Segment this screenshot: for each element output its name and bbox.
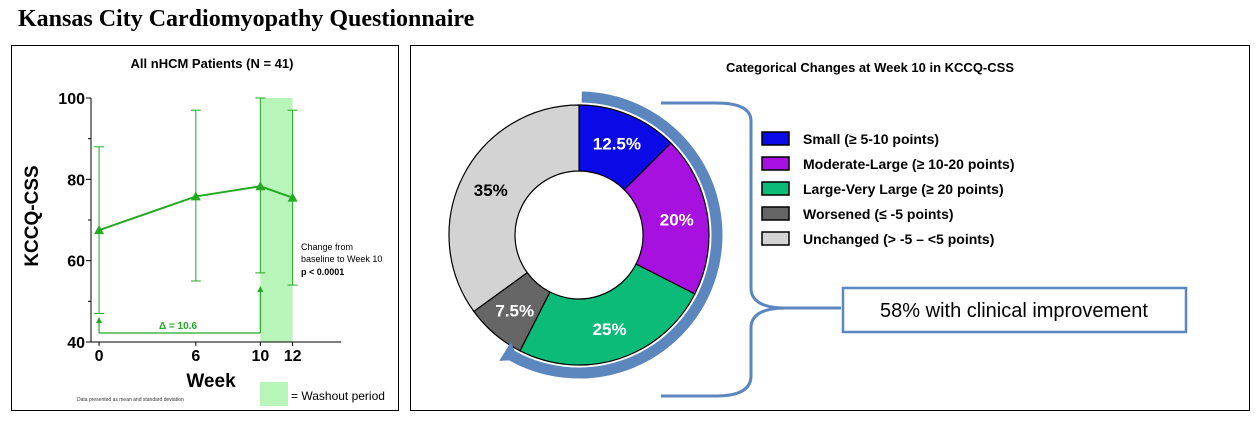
donut-slice-label: 35% (474, 181, 508, 200)
line-chart-title: All nHCM Patients (N = 41) (131, 56, 294, 71)
x-tick-label: 12 (284, 348, 302, 365)
legend-label: Worsened (≤ -5 points) (803, 206, 954, 222)
improvement-arrowhead (499, 342, 519, 361)
legend-swatch (761, 231, 790, 246)
donut-chart: Categorical Changes at Week 10 in KCCQ-C… (448, 60, 1188, 398)
washout-legend-swatch (260, 382, 288, 406)
series-line (98, 185, 293, 232)
legend-label: Small (≥ 5-10 points) (803, 131, 939, 147)
legend-swatch (761, 181, 790, 196)
bracket-brace (661, 101, 841, 398)
page-title: Kansas City Cardiomyopathy Questionnaire (18, 6, 475, 32)
line-chart-panel: All nHCM Patients (N = 41) 40 60 80 100 0 6 10… (11, 45, 399, 411)
donut-slices (448, 104, 710, 366)
y-axis-label: KCCQ-CSS (22, 165, 43, 266)
donut-slice (623, 142, 710, 295)
y-tick-label: 40 (67, 335, 85, 352)
x-tick-label: 6 (191, 348, 200, 365)
donut-chart-panel: Categorical Changes at Week 10 in KCCQ-C… (410, 45, 1250, 411)
donut-legend: Small (≥ 5-10 points) Moderate-Large (≥ 1… (761, 131, 1015, 247)
legend-swatch (761, 206, 790, 221)
data-point (255, 181, 266, 191)
annotation-change-line1: Change from (301, 242, 353, 252)
legend-swatch (761, 156, 790, 171)
x-tick-label: 0 (95, 348, 104, 365)
donut-slice-label: 7.5% (495, 301, 534, 320)
callout-text: 58% with clinical improvement (880, 300, 1148, 322)
legend-label: Unchanged (> -5 – <5 points) (803, 231, 994, 247)
donut-slice-label: 20% (660, 211, 694, 230)
donut-slice (448, 104, 580, 313)
y-tick-label: 60 (67, 254, 85, 271)
donut-slice-label: 12.5% (593, 135, 641, 154)
callout-box (841, 286, 1188, 334)
line-chart-axes: 40 60 80 100 0 6 10 12 (58, 91, 341, 365)
y-tick-label: 100 (58, 91, 85, 108)
donut-chart-title: Categorical Changes at Week 10 in KCCQ-C… (726, 60, 1014, 75)
washout-legend-label: = Washout period (291, 389, 385, 403)
line-chart: All nHCM Patients (N = 41) 40 60 80 100 0 6 10… (22, 56, 385, 406)
y-tick-label: 80 (67, 172, 85, 189)
improvement-arrow (499, 91, 723, 379)
legend-label: Large-Very Large (≥ 20 points) (803, 181, 1004, 197)
line-chart-series (94, 97, 298, 315)
data-point (190, 191, 201, 201)
data-point (287, 192, 298, 202)
improvement-arc (503, 91, 723, 379)
data-point (94, 225, 105, 235)
delta-label: Δ = 10.6 (159, 321, 197, 332)
donut-slice (519, 263, 696, 366)
footnote: Data presented as mean and standard devi… (77, 397, 184, 403)
annotation-change-line2: baseline to Week 10 (301, 254, 382, 264)
legend-swatch (761, 131, 790, 146)
delta-left-arrowhead (96, 317, 103, 323)
washout-period-band (260, 98, 293, 342)
donut-labels: 12.5% 20% 25% 7.5% 35% (474, 135, 694, 340)
x-axis-label: Week (186, 371, 236, 392)
delta-right-arrowhead (257, 286, 264, 292)
annotation-p-value: p < 0.0001 (301, 267, 344, 277)
delta-bracket (96, 286, 264, 334)
x-tick-label: 10 (251, 348, 269, 365)
legend-label: Moderate-Large (≥ 10-20 points) (803, 156, 1015, 172)
donut-slice-label: 25% (593, 320, 627, 339)
